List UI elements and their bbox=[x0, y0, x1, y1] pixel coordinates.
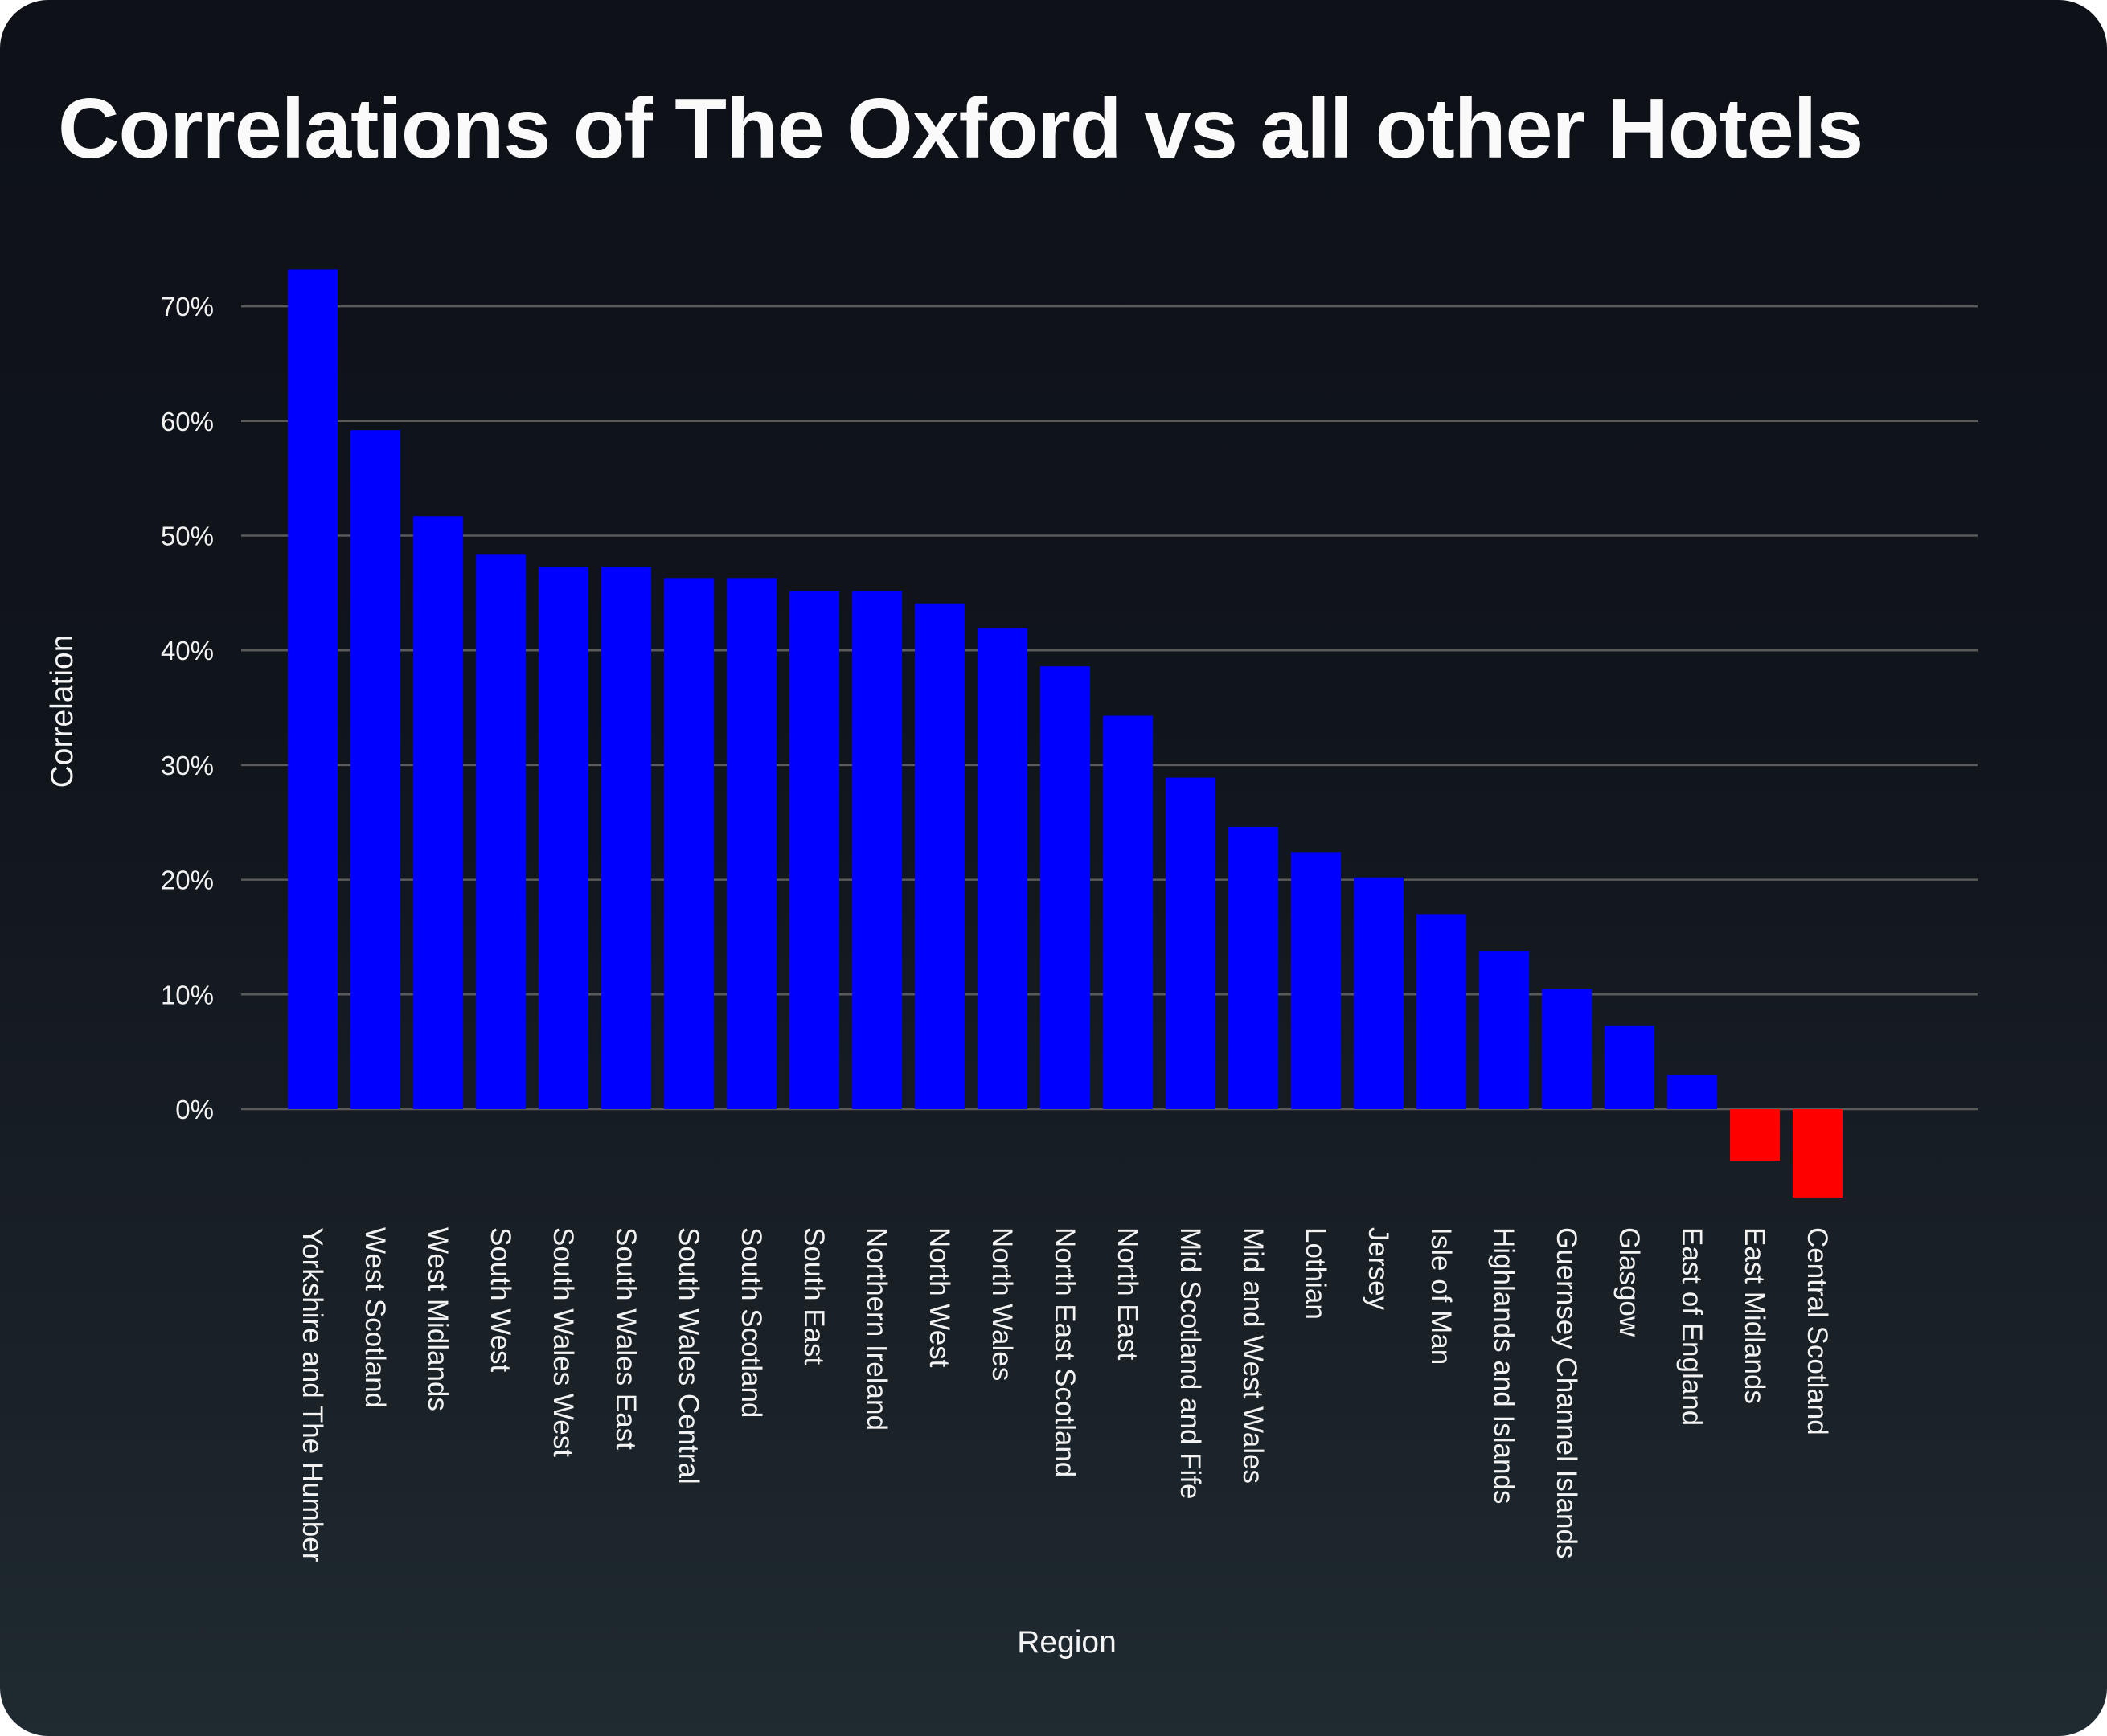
bar-highlands-and-islands bbox=[1479, 951, 1529, 1109]
x-tick-label: South Wales West bbox=[547, 1227, 579, 1457]
x-tick-label: North Wales bbox=[986, 1227, 1018, 1381]
bar-south-west bbox=[476, 554, 526, 1109]
x-tick-label: East of England bbox=[1676, 1227, 1707, 1426]
x-tick-label: North East Scotland bbox=[1049, 1227, 1080, 1477]
y-tick-label: 60% bbox=[161, 407, 214, 436]
y-tick-label: 40% bbox=[161, 636, 214, 665]
bar-mid-and-west-wales bbox=[1228, 826, 1278, 1109]
y-axis-ticks: 0% 10% 20% 30% 40% 50% 60% 70% bbox=[161, 292, 214, 1124]
bar-lothian bbox=[1291, 852, 1341, 1109]
x-tick-label: South East bbox=[798, 1227, 830, 1365]
bar-glasgow bbox=[1605, 1025, 1654, 1109]
bar-yorkshire-and-the-humber bbox=[288, 269, 338, 1109]
x-axis-title: Region bbox=[1017, 1625, 1117, 1660]
x-tick-label: Isle of Man bbox=[1425, 1227, 1457, 1365]
bar-north-east-scotland bbox=[1040, 666, 1090, 1109]
x-tick-label: Lothian bbox=[1300, 1227, 1331, 1320]
bar-south-scotland bbox=[727, 578, 777, 1109]
chart-title: Correlations of The Oxford vs all other … bbox=[58, 81, 1863, 176]
x-tick-label: Northern Ireland bbox=[861, 1227, 892, 1431]
bar-east-of-england bbox=[1667, 1075, 1717, 1109]
bar-north-wales bbox=[978, 628, 1027, 1109]
x-axis-labels: Yorkshire and The Humber West Scotland Wes… bbox=[297, 1227, 1833, 1562]
y-axis-title: Correlation bbox=[45, 635, 80, 788]
bar-east-midlands bbox=[1730, 1109, 1780, 1161]
bar-central-scotland bbox=[1793, 1109, 1843, 1198]
y-tick-label: 30% bbox=[161, 751, 214, 780]
x-tick-label: East Midlands bbox=[1739, 1227, 1770, 1404]
x-tick-label: North East bbox=[1112, 1227, 1143, 1361]
x-tick-label: South Scotland bbox=[736, 1227, 767, 1418]
y-tick-label: 70% bbox=[161, 292, 214, 321]
x-tick-label: West Midlands bbox=[422, 1227, 453, 1411]
y-tick-label: 0% bbox=[175, 1095, 214, 1124]
bar-south-east bbox=[789, 590, 839, 1109]
bar-south-wales-central bbox=[664, 578, 714, 1109]
bar-south-wales-east bbox=[601, 567, 651, 1109]
x-tick-label: Guernsey Channel Islands bbox=[1551, 1227, 1582, 1558]
bar-isle-of-man bbox=[1416, 914, 1466, 1109]
bar-north-west bbox=[915, 603, 965, 1109]
x-tick-label: Mid and West Wales bbox=[1237, 1227, 1269, 1484]
x-tick-label: West Scotland bbox=[359, 1227, 391, 1408]
x-tick-label: South West bbox=[485, 1227, 516, 1373]
bar-west-midlands bbox=[413, 516, 463, 1109]
x-tick-label: South Wales East bbox=[610, 1227, 642, 1450]
bar-north-east bbox=[1103, 715, 1153, 1109]
x-tick-label: Central Scotland bbox=[1802, 1227, 1833, 1435]
bar-guernsey-channel-islands bbox=[1542, 989, 1592, 1109]
x-tick-label: South Wales Central bbox=[673, 1227, 704, 1484]
bar-jersey bbox=[1354, 877, 1404, 1109]
bar-south-wales-west bbox=[539, 567, 588, 1109]
y-tick-label: 10% bbox=[161, 980, 214, 1009]
x-tick-label: North West bbox=[924, 1227, 955, 1368]
x-tick-label: Highlands and Islands bbox=[1488, 1227, 1519, 1504]
x-tick-label: Mid Scotland and Fife bbox=[1174, 1227, 1206, 1500]
bar-mid-scotland-and-fife bbox=[1166, 777, 1215, 1109]
x-tick-label: Glasgow bbox=[1613, 1227, 1645, 1337]
y-tick-label: 50% bbox=[161, 522, 214, 551]
y-tick-label: 20% bbox=[161, 866, 214, 895]
x-tick-label: Yorkshire and The Humber bbox=[297, 1227, 328, 1562]
x-tick-label: Jersey bbox=[1363, 1227, 1394, 1311]
bars bbox=[288, 269, 1843, 1198]
bar-northern-ireland bbox=[852, 590, 902, 1109]
bar-west-scotland bbox=[350, 430, 400, 1109]
